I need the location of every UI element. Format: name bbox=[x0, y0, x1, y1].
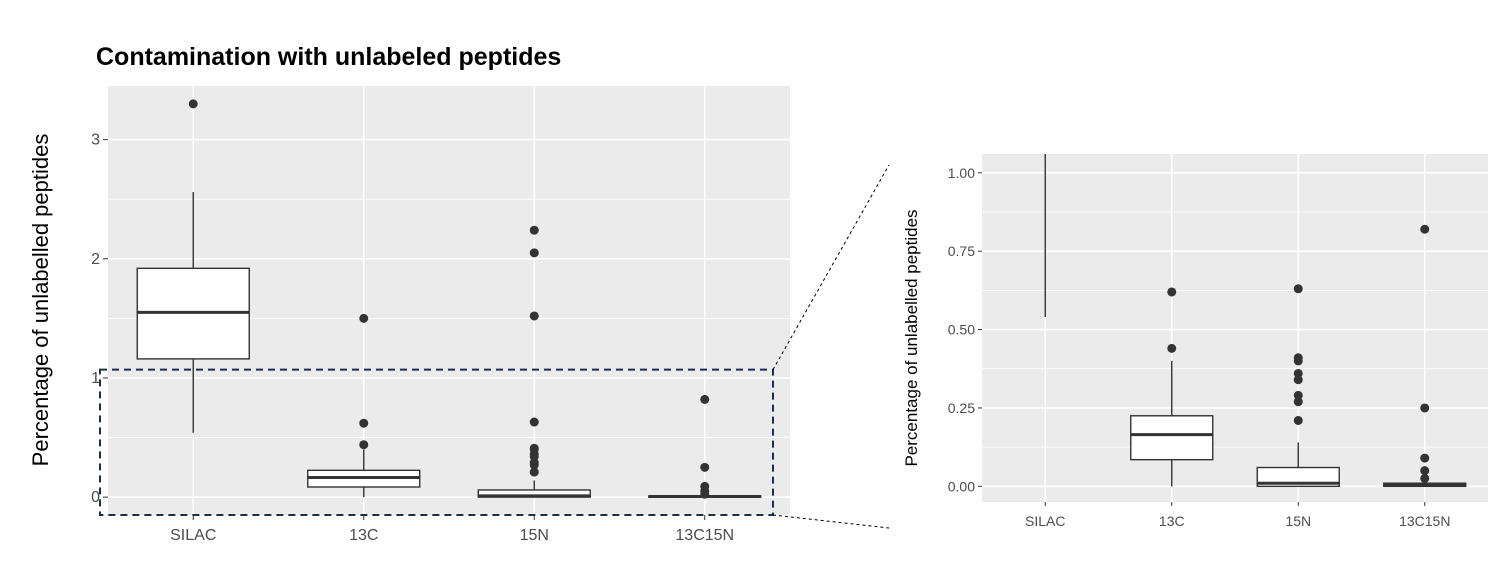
outlier-point bbox=[1420, 224, 1430, 234]
x-tick-label: SILAC bbox=[170, 527, 216, 544]
y-tick-label: 0.50 bbox=[948, 322, 975, 338]
box-silac bbox=[136, 99, 250, 433]
outlier-point bbox=[1420, 403, 1430, 413]
outlier-point bbox=[1167, 287, 1177, 297]
y-tick-label: 0.25 bbox=[948, 400, 975, 416]
outlier-point bbox=[359, 313, 369, 323]
outlier-point bbox=[1167, 12, 1176, 21]
boxes-layer bbox=[1004, 0, 1467, 488]
x-tick-label: 13C15N bbox=[1399, 513, 1450, 529]
outlier-point bbox=[1293, 375, 1303, 385]
outlier-point bbox=[1293, 284, 1303, 294]
box-13c bbox=[307, 313, 421, 498]
outlier-point bbox=[1293, 397, 1303, 407]
y-axis-title: Percentage of unlabelled peptides bbox=[902, 209, 921, 466]
iqr-box bbox=[1130, 415, 1214, 461]
boxes-layer bbox=[136, 99, 762, 499]
outlier-point bbox=[1167, 343, 1177, 353]
iqr-box bbox=[1256, 466, 1340, 488]
outlier-point bbox=[1294, 5, 1303, 14]
outlier-point bbox=[1293, 353, 1303, 363]
outlier-point bbox=[1293, 390, 1303, 400]
outlier-point bbox=[700, 462, 710, 472]
outlier-point bbox=[529, 225, 539, 235]
y-tick-label: 2 bbox=[91, 251, 100, 268]
x-tick-label: SILAC bbox=[1025, 513, 1065, 529]
x-tick-label: 13C15N bbox=[675, 527, 734, 544]
outlier-point bbox=[529, 417, 539, 427]
outlier-point bbox=[1420, 466, 1430, 476]
outlier-point bbox=[359, 418, 369, 428]
outlier-point bbox=[359, 440, 369, 450]
box-silac bbox=[1004, 0, 1086, 318]
box-13c bbox=[1130, 12, 1214, 487]
y-tick-label: 0.00 bbox=[948, 478, 975, 494]
zoom-connector-lines bbox=[772, 164, 890, 529]
outlier-point bbox=[188, 99, 198, 109]
box-13c15n bbox=[648, 394, 762, 499]
iqr-box bbox=[1004, 0, 1086, 123]
outlier-point bbox=[529, 248, 539, 258]
zoom-connector-bottom bbox=[772, 514, 890, 529]
outlier-point bbox=[1293, 415, 1303, 425]
x-tick-label: 15N bbox=[1285, 513, 1311, 529]
zoom-region-box bbox=[99, 368, 774, 516]
plot-panel bbox=[982, 154, 1488, 502]
outlier-point bbox=[1420, 453, 1430, 463]
y-tick-label: 0.75 bbox=[948, 243, 975, 259]
box-15n bbox=[1256, 5, 1340, 488]
outlier-point bbox=[700, 481, 710, 491]
y-tick-label: 0 bbox=[91, 489, 100, 506]
outlier-point bbox=[1293, 368, 1303, 378]
y-tick-label: 1 bbox=[91, 370, 100, 387]
box-13c15n bbox=[1383, 224, 1467, 488]
chart-title: Contamination with unlabeled peptides bbox=[96, 43, 561, 71]
x-tick-label: 15N bbox=[520, 527, 549, 544]
y-tick-label: 1.00 bbox=[948, 165, 975, 181]
x-tick-label: 13C bbox=[1159, 513, 1185, 529]
outlier-point bbox=[700, 394, 710, 404]
outlier-point bbox=[529, 311, 539, 321]
y-tick-label: 3 bbox=[91, 132, 100, 149]
y-axis-title: Percentage of unlabelled peptides bbox=[28, 134, 53, 467]
outlier-point bbox=[529, 467, 539, 477]
outlier-point bbox=[529, 443, 539, 453]
box-15n bbox=[477, 225, 591, 498]
x-tick-label: 13C bbox=[349, 527, 378, 544]
zoom-connector-top bbox=[772, 164, 890, 370]
outlier-point bbox=[1420, 473, 1430, 483]
